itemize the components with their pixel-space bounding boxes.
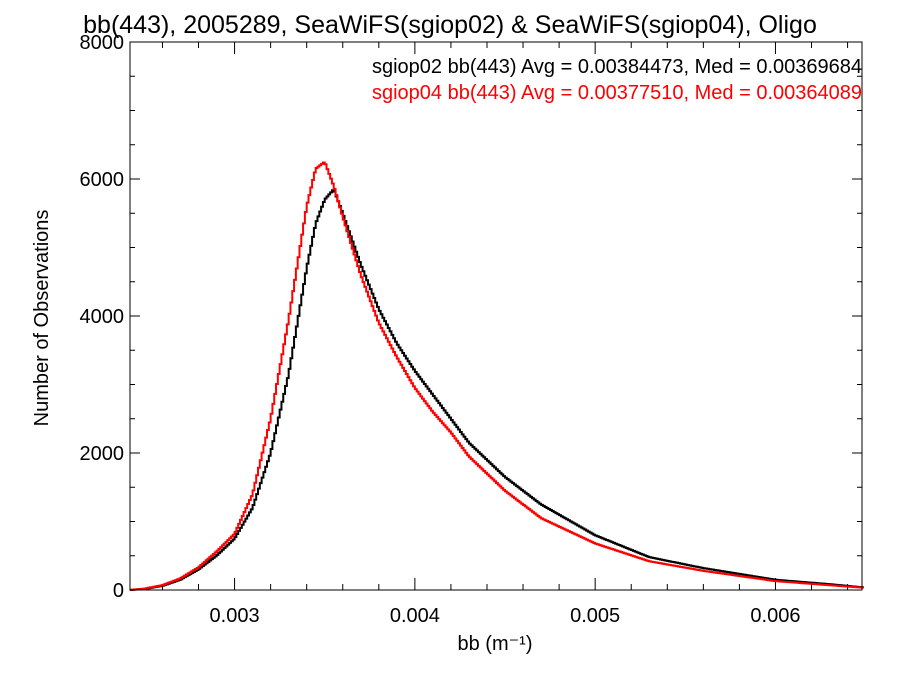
- series-line-sgiop02: [130, 189, 864, 591]
- plot-frame: [129, 41, 863, 591]
- x-tick-label: 0.004: [390, 605, 440, 627]
- y-tick-label: 2000: [80, 443, 125, 465]
- series-group: [130, 161, 864, 591]
- x-axis-ticks: 0.003 0.004 0.005 0.006: [161, 42, 849, 627]
- y-tick-label: 8000: [80, 32, 125, 54]
- chart-title: bb(443), 2005289, SeaWiFS(sgiop02) & Sea…: [83, 11, 817, 39]
- legend: sgiop02 bb(443) Avg = 0.00384473, Med = …: [372, 56, 862, 104]
- x-tick-label: 0.005: [570, 605, 620, 627]
- legend-entry-sgiop04: sgiop04 bb(443) Avg = 0.00377510, Med = …: [372, 82, 862, 104]
- y-tick-label: 0: [113, 580, 124, 602]
- series-line-sgiop04: [130, 161, 864, 591]
- y-axis-ticks: 0 2000 4000 6000 8000: [80, 32, 862, 602]
- y-axis-label: Number of Observations: [31, 210, 53, 427]
- legend-entry-sgiop02: sgiop02 bb(443) Avg = 0.00384473, Med = …: [372, 56, 862, 78]
- x-tick-label: 0.006: [750, 605, 800, 627]
- y-tick-label: 6000: [80, 169, 125, 191]
- x-axis-label: bb (m⁻¹): [458, 633, 533, 655]
- x-tick-label: 0.003: [210, 605, 260, 627]
- y-tick-label: 4000: [80, 306, 125, 328]
